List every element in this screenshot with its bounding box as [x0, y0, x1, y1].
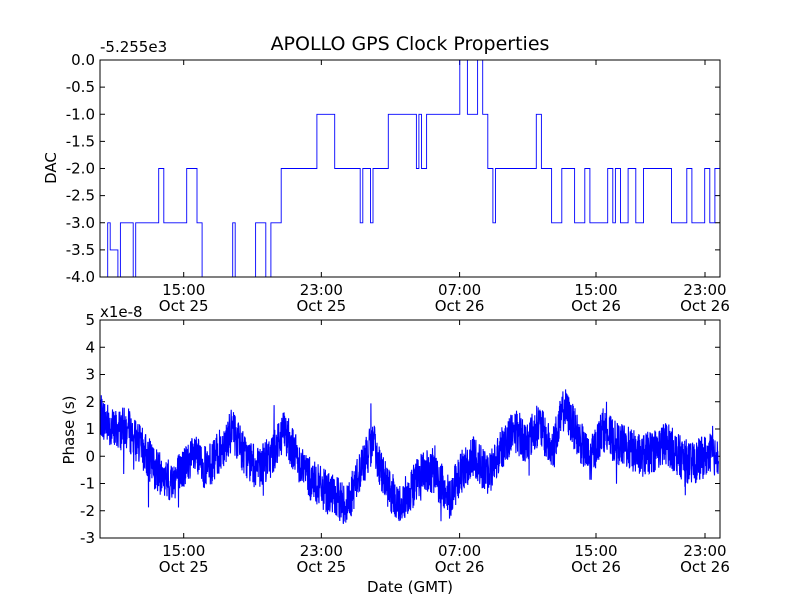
dac-y-tick-label: -1.0 [66, 105, 95, 123]
dac-y-tick-label: -2.0 [66, 160, 95, 178]
dac-x-tick-date: Oct 26 [571, 297, 621, 315]
phase-x-tick-date: Oct 25 [159, 558, 209, 576]
phase-x-tick-time: 23:00 [683, 542, 726, 560]
phase-y-tick-label: 3 [85, 366, 95, 384]
dac-y-tick-label: -1.5 [66, 132, 95, 150]
dac-plot-frame [99, 59, 721, 278]
phase-y-tick-label: 1 [85, 420, 95, 438]
dac-series-line [105, 59, 720, 278]
phase-y-tick-label: 0 [85, 447, 95, 465]
phase-offset-label: x1e-8 [100, 303, 143, 321]
phase-series-line [99, 389, 720, 524]
phase-x-tick-date: Oct 25 [296, 558, 346, 576]
phase-x-tick-time: 07:00 [438, 542, 481, 560]
dac-x-tick-time: 15:00 [574, 281, 617, 299]
phase-y-tick-label: -1 [80, 475, 95, 493]
dac-x-tick-date: Oct 25 [296, 297, 346, 315]
phase-y-tick-label: -3 [80, 529, 95, 547]
dac-y-tick-label: -3.0 [66, 214, 95, 232]
phase-y-axis-label: Phase (s) [60, 395, 78, 464]
chart-title: APOLLO GPS Clock Properties [271, 33, 550, 55]
dac-x-tick-time: 23:00 [300, 281, 343, 299]
phase-y-tick-label: -2 [80, 502, 95, 520]
dac-offset-label: -5.255e3 [100, 38, 167, 56]
phase-x-axis-label: Date (GMT) [367, 578, 453, 596]
phase-x-tick-time: 15:00 [574, 542, 617, 560]
dac-x-tick-date: Oct 26 [435, 297, 485, 315]
phase-y-tick-label: 4 [85, 338, 95, 356]
dac-y-tick-label: -4.0 [66, 268, 95, 286]
dac-x-tick-date: Oct 25 [159, 297, 209, 315]
phase-y-tick-label: 2 [85, 393, 95, 411]
dac-y-tick-label: 0.0 [71, 51, 95, 69]
dac-y-tick-label: -2.5 [66, 187, 95, 205]
phase-x-tick-date: Oct 26 [435, 558, 485, 576]
dac-y-axis-label: DAC [42, 152, 60, 184]
dac-x-tick-time: 23:00 [683, 281, 726, 299]
phase-x-tick-time: 23:00 [300, 542, 343, 560]
phase-x-tick-date: Oct 26 [680, 558, 730, 576]
phase-panel: x1e-8 Phase (s) Date (GMT) 543210-1-2-3 … [60, 303, 730, 596]
dac-x-tick-time: 07:00 [438, 281, 481, 299]
dac-panel: APOLLO GPS Clock Properties -5.255e3 DAC… [42, 33, 730, 315]
phase-plot-frame [99, 319, 721, 539]
dac-x-tick-date: Oct 26 [680, 297, 730, 315]
phase-x-tick-time: 15:00 [162, 542, 205, 560]
phase-x-tick-date: Oct 26 [571, 558, 621, 576]
phase-y-tick-label: 5 [85, 311, 95, 329]
dac-y-tick-label: -0.5 [66, 78, 95, 96]
dac-x-tick-time: 15:00 [162, 281, 205, 299]
dac-y-tick-label: -3.5 [66, 241, 95, 259]
